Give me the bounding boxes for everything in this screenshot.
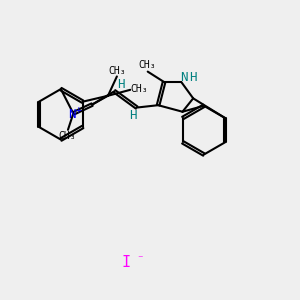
Text: ⁻: ⁻ (136, 254, 143, 266)
Text: H: H (129, 110, 137, 122)
Text: N: N (180, 71, 188, 84)
Text: H: H (189, 71, 196, 84)
Text: CH₃: CH₃ (58, 131, 76, 141)
Text: CH₃: CH₃ (109, 66, 126, 76)
Text: H: H (117, 78, 125, 91)
Text: I: I (122, 255, 131, 270)
Text: CH₃: CH₃ (138, 60, 156, 70)
Text: CH₃: CH₃ (130, 84, 148, 94)
Text: N: N (68, 108, 76, 122)
Text: +: + (76, 106, 82, 116)
